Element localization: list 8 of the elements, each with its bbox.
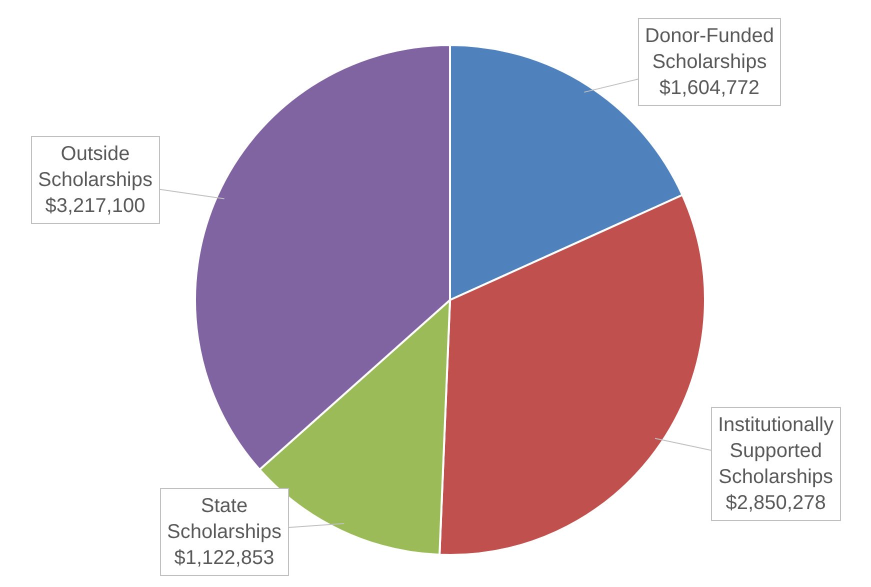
slice-label: Donor-Funded Scholarships (645, 25, 774, 73)
slice-label: Outside Scholarships (38, 143, 153, 191)
slice-label: State Scholarships (167, 495, 282, 543)
data-label: $3,217,100 (45, 195, 146, 217)
slice-label: Institutionally Supported Scholarships (718, 414, 834, 488)
data-label: $1,604,772 (659, 77, 760, 99)
data-label: $1,122,853 (174, 547, 274, 569)
data-label: $2,850,278 (726, 492, 826, 514)
